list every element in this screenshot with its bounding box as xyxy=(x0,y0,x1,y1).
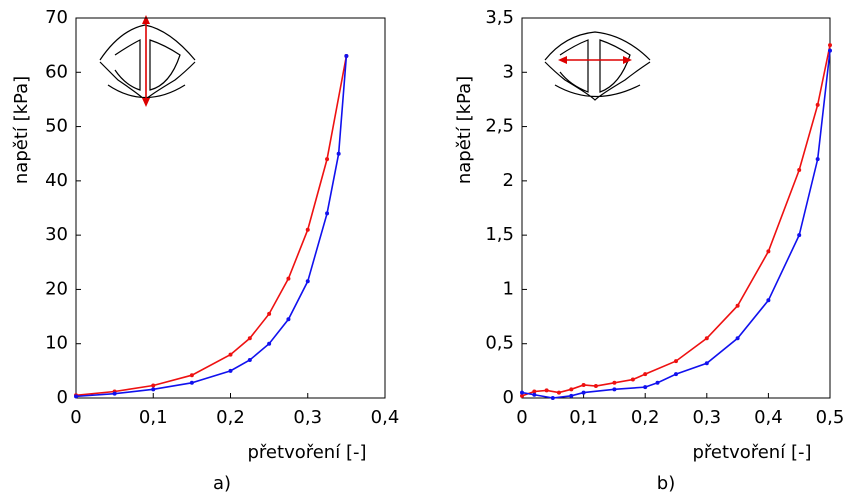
data-point xyxy=(766,298,771,303)
x-tick-label: 0 xyxy=(70,407,81,428)
x-axis-label: přetvoření [-] xyxy=(693,442,812,463)
y-tick-label: 0,5 xyxy=(485,333,514,354)
data-point xyxy=(74,394,78,399)
y-tick-label: 40 xyxy=(45,170,68,191)
data-point xyxy=(344,54,349,58)
y-tick-label: 1 xyxy=(503,278,514,299)
data-point xyxy=(151,387,156,392)
data-point xyxy=(704,336,709,341)
data-point xyxy=(556,390,561,395)
data-point xyxy=(267,311,272,316)
data-point xyxy=(544,388,549,393)
plot-frame xyxy=(521,17,831,399)
series-line xyxy=(521,44,831,397)
data-point xyxy=(815,157,820,162)
x-tick-label: 0 xyxy=(516,407,527,428)
y-tick-label: 60 xyxy=(45,61,68,82)
data-point xyxy=(228,368,233,373)
y-tick-label: 2,5 xyxy=(485,116,514,137)
data-point xyxy=(704,361,709,366)
y-axis-label: napětí [kPa] xyxy=(454,76,475,184)
series-line xyxy=(521,50,831,399)
y-axis-label: napětí [kPa] xyxy=(11,76,32,184)
y-tick-label: 0 xyxy=(503,387,514,408)
data-point xyxy=(532,389,537,394)
data-point xyxy=(520,390,524,395)
data-point xyxy=(593,384,598,389)
data-point xyxy=(674,359,678,364)
y-tick-label: 20 xyxy=(45,278,68,299)
x-tick-label: 0,1 xyxy=(139,407,168,428)
data-point xyxy=(797,168,802,172)
data-point xyxy=(630,377,635,382)
series-line xyxy=(75,55,348,398)
data-point xyxy=(828,43,832,48)
data-point xyxy=(189,373,194,378)
y-tick-label: 3 xyxy=(503,61,514,82)
data-point xyxy=(735,303,740,308)
y-tick-label: 50 xyxy=(45,116,68,137)
data-point xyxy=(735,336,740,341)
data-point xyxy=(305,279,310,284)
data-point xyxy=(325,157,330,162)
data-point xyxy=(286,276,291,281)
data-point xyxy=(267,341,272,346)
y-tick-label: 70 xyxy=(45,7,68,28)
data-point xyxy=(247,336,252,341)
data-point xyxy=(581,382,586,387)
series-line xyxy=(75,55,348,397)
data-point xyxy=(643,385,648,390)
x-tick-label: 0,3 xyxy=(692,407,721,428)
caption: a) xyxy=(213,473,231,494)
data-point xyxy=(797,233,802,238)
y-tick-label: 1,5 xyxy=(485,224,514,245)
data-point xyxy=(286,317,291,322)
data-point xyxy=(520,393,524,398)
y-tick-label: 10 xyxy=(45,333,68,354)
data-point xyxy=(151,383,156,388)
icon-a xyxy=(99,15,196,107)
y-tick-label: 30 xyxy=(45,224,68,245)
x-axis-label: přetvoření [-] xyxy=(248,442,367,463)
data-point xyxy=(532,392,537,397)
data-point xyxy=(189,380,194,385)
data-point xyxy=(569,393,574,398)
x-tick-label: 0,5 xyxy=(816,407,845,428)
data-point xyxy=(828,48,832,53)
data-point xyxy=(550,396,555,400)
y-tick-label: 3,5 xyxy=(485,7,514,28)
data-point xyxy=(247,358,252,362)
x-tick-label: 0,3 xyxy=(293,407,322,428)
data-point xyxy=(655,380,660,385)
data-point xyxy=(612,380,617,385)
x-tick-label: 0,4 xyxy=(371,407,400,428)
data-point xyxy=(674,372,678,377)
x-tick-label: 0,2 xyxy=(216,407,245,428)
data-point xyxy=(336,151,341,156)
data-point xyxy=(228,352,233,357)
data-point xyxy=(612,387,617,392)
plot-frame xyxy=(75,17,386,399)
data-point xyxy=(581,390,586,395)
caption: b) xyxy=(657,473,675,494)
y-tick-label: 2 xyxy=(503,170,514,191)
icon-b xyxy=(544,31,651,101)
data-point xyxy=(305,227,310,232)
x-tick-label: 0,1 xyxy=(569,407,598,428)
data-point xyxy=(325,211,330,216)
data-point xyxy=(643,372,648,377)
x-tick-label: 0,2 xyxy=(631,407,660,428)
x-tick-label: 0,4 xyxy=(754,407,783,428)
data-point xyxy=(766,249,771,254)
data-point xyxy=(815,102,820,107)
data-point xyxy=(569,387,574,392)
data-point xyxy=(112,391,117,396)
y-tick-label: 0 xyxy=(57,387,68,408)
